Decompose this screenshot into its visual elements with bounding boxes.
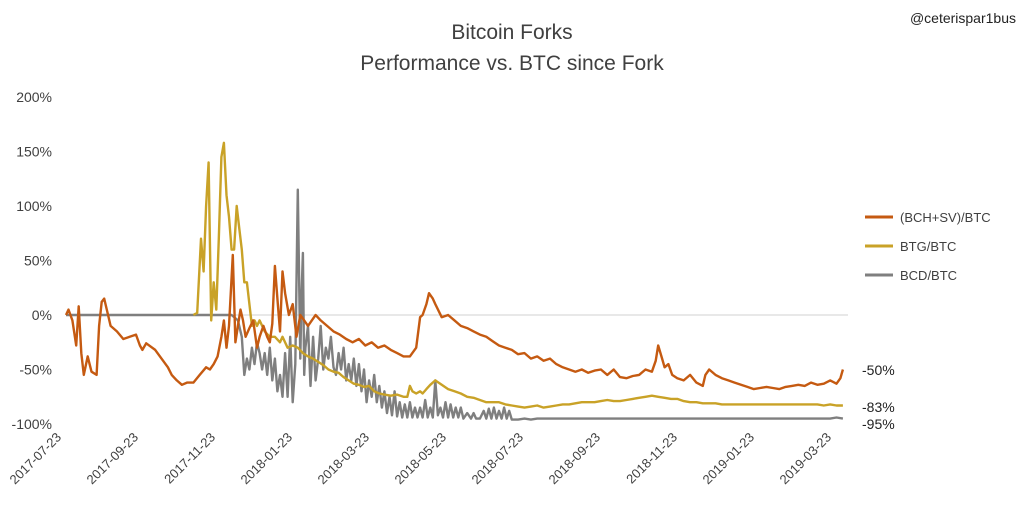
series-line-bcd-btc bbox=[66, 188, 844, 421]
x-tick-label: 2017-11-23 bbox=[161, 430, 218, 487]
y-axis-tick-labels: 200% 150% 100% 50% 0% -50% -100% bbox=[12, 89, 52, 432]
y-tick-label: 150% bbox=[16, 144, 52, 160]
x-tick-label: 2017-07-23 bbox=[6, 430, 64, 488]
legend-label: (BCH+SV)/BTC bbox=[900, 210, 991, 225]
end-value-label: -95% bbox=[862, 416, 895, 432]
x-tick-label: 2017-09-23 bbox=[83, 430, 141, 488]
series-layer bbox=[64, 141, 845, 421]
x-tick-label: 2018-05-23 bbox=[391, 430, 449, 488]
y-tick-label: 0% bbox=[32, 307, 52, 323]
y-tick-label: -50% bbox=[19, 362, 52, 378]
y-tick-label: 50% bbox=[24, 253, 52, 269]
y-tick-label: 100% bbox=[16, 198, 52, 214]
end-value-label: -83% bbox=[862, 399, 895, 415]
chart-subtitle: Performance vs. BTC since Fork bbox=[360, 52, 664, 75]
x-tick-label: 2018-09-23 bbox=[545, 430, 603, 488]
y-tick-label: -100% bbox=[12, 416, 52, 432]
x-tick-label: 2019-01-23 bbox=[699, 430, 757, 488]
x-tick-label: 2018-03-23 bbox=[314, 430, 372, 488]
series-line--bch-sv-btc bbox=[64, 253, 845, 391]
attribution-handle: @ceterispar1bus bbox=[910, 10, 1016, 26]
x-axis-tick-labels: 2017-07-23 2017-09-23 2017-11-23 2018-01-23… bbox=[6, 430, 834, 488]
x-tick-label: 2019-03-23 bbox=[776, 430, 834, 488]
series-line-btg-btc bbox=[192, 141, 843, 409]
y-tick-label: 200% bbox=[16, 89, 52, 105]
legend-label: BTG/BTC bbox=[900, 239, 956, 254]
x-tick-label: 2018-07-23 bbox=[468, 430, 526, 488]
chart-title: Bitcoin Forks bbox=[451, 21, 572, 44]
end-value-labels: -50% -83%-95% bbox=[862, 362, 895, 432]
end-value-label: -50% bbox=[862, 362, 895, 378]
x-tick-label: 2018-01-23 bbox=[237, 430, 295, 488]
legend-label: BCD/BTC bbox=[900, 268, 957, 283]
legend: (BCH+SV)/BTC BTG/BTC BCD/BTC bbox=[865, 210, 991, 283]
x-tick-label: 2018-11-23 bbox=[623, 430, 680, 487]
